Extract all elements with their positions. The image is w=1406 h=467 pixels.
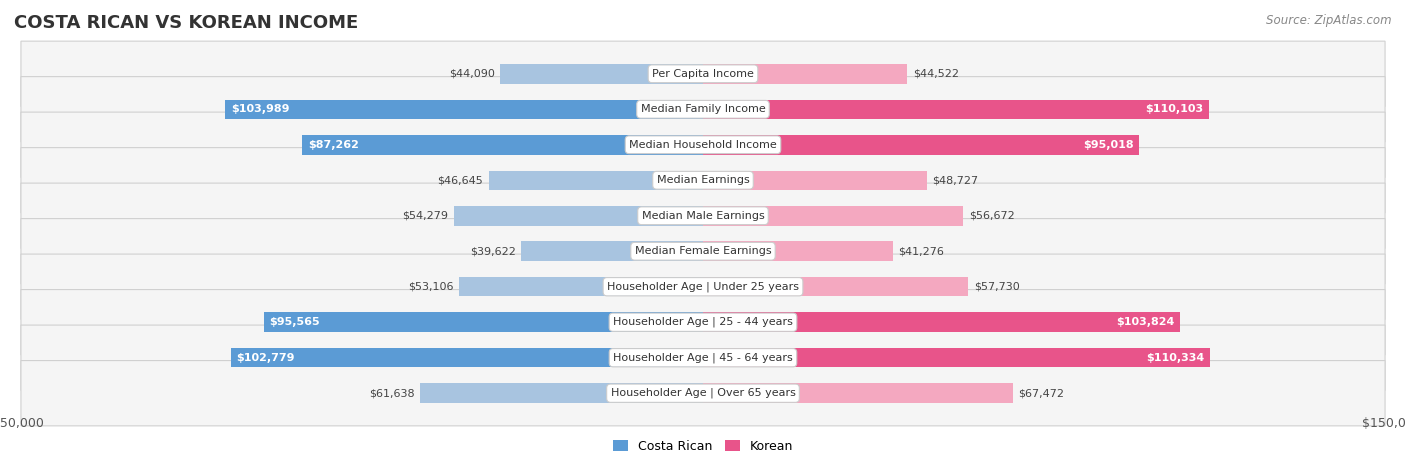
Text: $53,106: $53,106 [408, 282, 454, 292]
Text: $103,989: $103,989 [231, 104, 290, 114]
Bar [703, 135, 1139, 155]
Text: Householder Age | Over 65 years: Householder Age | Over 65 years [610, 388, 796, 398]
Text: $110,103: $110,103 [1144, 104, 1204, 114]
FancyBboxPatch shape [21, 183, 1385, 248]
Legend: Costa Rican, Korean: Costa Rican, Korean [607, 435, 799, 458]
FancyBboxPatch shape [21, 41, 1385, 106]
FancyBboxPatch shape [21, 219, 1385, 284]
FancyBboxPatch shape [21, 290, 1385, 355]
Text: $67,472: $67,472 [1018, 388, 1064, 398]
Bar [454, 206, 703, 226]
Bar [703, 206, 963, 226]
FancyBboxPatch shape [21, 148, 1385, 213]
Text: Per Capita Income: Per Capita Income [652, 69, 754, 79]
Text: $54,279: $54,279 [402, 211, 449, 221]
Bar [703, 170, 927, 190]
Text: Median Family Income: Median Family Income [641, 104, 765, 114]
Text: Median Male Earnings: Median Male Earnings [641, 211, 765, 221]
Bar [703, 383, 1012, 403]
FancyBboxPatch shape [21, 361, 1385, 426]
Bar [501, 64, 703, 84]
Text: $41,276: $41,276 [898, 246, 943, 256]
Text: $57,730: $57,730 [974, 282, 1019, 292]
Text: $95,018: $95,018 [1083, 140, 1133, 150]
Bar [420, 383, 703, 403]
FancyBboxPatch shape [21, 254, 1385, 319]
Text: Median Earnings: Median Earnings [657, 175, 749, 185]
Text: $95,565: $95,565 [270, 317, 321, 327]
Bar [522, 241, 703, 261]
FancyBboxPatch shape [21, 112, 1385, 177]
Bar [703, 99, 1209, 119]
FancyBboxPatch shape [21, 325, 1385, 390]
Text: $56,672: $56,672 [969, 211, 1015, 221]
Text: Householder Age | 45 - 64 years: Householder Age | 45 - 64 years [613, 353, 793, 363]
Text: $44,522: $44,522 [912, 69, 959, 79]
Text: $44,090: $44,090 [449, 69, 495, 79]
Bar [703, 64, 907, 84]
Text: Householder Age | Under 25 years: Householder Age | Under 25 years [607, 282, 799, 292]
Bar [703, 241, 893, 261]
Text: $103,824: $103,824 [1116, 317, 1174, 327]
Bar [703, 348, 1209, 368]
Text: Source: ZipAtlas.com: Source: ZipAtlas.com [1267, 14, 1392, 27]
Text: $39,622: $39,622 [470, 246, 516, 256]
Bar [703, 277, 969, 297]
Text: $48,727: $48,727 [932, 175, 979, 185]
Bar [264, 312, 703, 332]
Bar [489, 170, 703, 190]
Text: $87,262: $87,262 [308, 140, 359, 150]
Text: $110,334: $110,334 [1146, 353, 1205, 363]
Bar [703, 312, 1180, 332]
Text: Median Household Income: Median Household Income [628, 140, 778, 150]
Text: $61,638: $61,638 [368, 388, 415, 398]
FancyBboxPatch shape [21, 77, 1385, 142]
Bar [231, 348, 703, 368]
Bar [460, 277, 703, 297]
Text: Householder Age | 25 - 44 years: Householder Age | 25 - 44 years [613, 317, 793, 327]
Text: $102,779: $102,779 [236, 353, 295, 363]
Text: Median Female Earnings: Median Female Earnings [634, 246, 772, 256]
Bar [225, 99, 703, 119]
Text: $46,645: $46,645 [437, 175, 484, 185]
Text: COSTA RICAN VS KOREAN INCOME: COSTA RICAN VS KOREAN INCOME [14, 14, 359, 32]
Bar [302, 135, 703, 155]
